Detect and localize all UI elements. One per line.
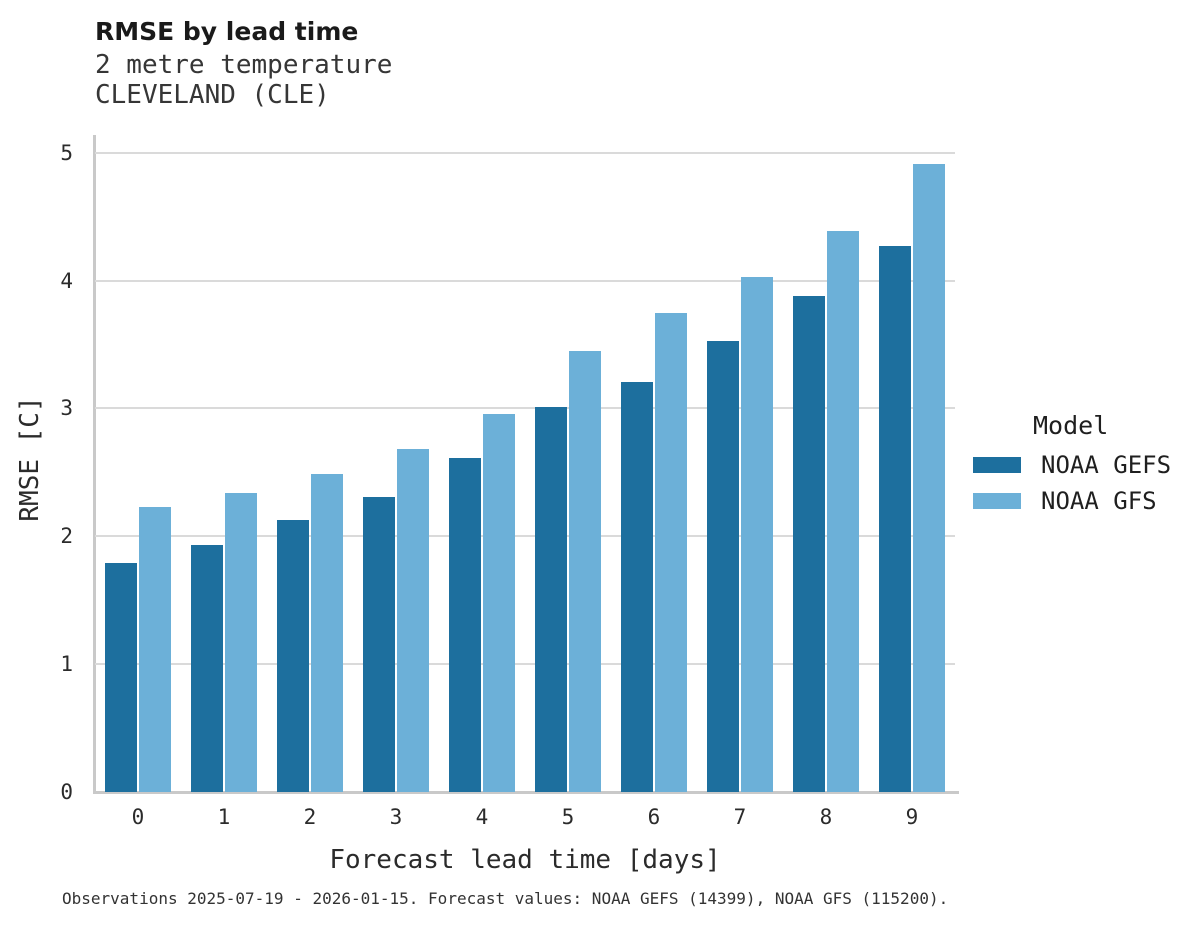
bar-noaa-gfs-day-4 (483, 413, 515, 792)
x-tick-label-7: 7 (733, 805, 747, 829)
legend-item-noaa-gefs: NOAA GEFS (973, 451, 1195, 479)
legend-title: Model (1033, 411, 1109, 440)
bar-noaa-gefs-day-3 (363, 496, 395, 792)
chart-title: RMSE by lead time (95, 17, 359, 46)
x-tick-label-5: 5 (561, 805, 575, 829)
gridline-y-4 (95, 279, 955, 282)
bar-noaa-gfs-day-0 (139, 506, 171, 792)
bar-noaa-gefs-day-9 (879, 246, 911, 792)
x-axis-label: Forecast lead time [days] (329, 845, 721, 875)
gridline-y-1 (95, 663, 955, 666)
bar-noaa-gfs-day-3 (397, 449, 429, 792)
gridline-y-5 (95, 151, 955, 154)
y-tick-label-0: 0 (60, 780, 73, 804)
x-tick-label-9: 9 (905, 805, 919, 829)
bar-noaa-gfs-day-2 (311, 473, 343, 792)
bar-noaa-gfs-day-5 (569, 350, 601, 792)
gridline-y-3 (95, 407, 955, 410)
bar-noaa-gefs-day-5 (535, 407, 567, 792)
x-tick-label-2: 2 (303, 805, 317, 829)
y-tick-label-4: 4 (60, 268, 73, 293)
bar-noaa-gfs-day-9 (913, 164, 945, 792)
bar-noaa-gfs-day-1 (225, 492, 257, 792)
y-tick-label-5: 5 (60, 140, 73, 165)
bar-noaa-gfs-day-8 (827, 230, 859, 792)
legend-item-noaa-gfs: NOAA GFS (973, 487, 1195, 515)
x-tick-label-4: 4 (475, 805, 489, 829)
x-tick-label-3: 3 (389, 805, 403, 829)
bar-noaa-gefs-day-1 (191, 545, 223, 792)
plot-area (95, 140, 955, 792)
bar-noaa-gfs-day-7 (741, 276, 773, 792)
legend-label-noaa-gfs: NOAA GFS (1041, 487, 1157, 515)
x-tick-label-0: 0 (131, 805, 145, 829)
legend: Model NOAA GEFS NOAA GFS (973, 410, 1195, 515)
bar-noaa-gefs-day-6 (621, 381, 653, 792)
bar-noaa-gefs-day-2 (277, 519, 309, 792)
legend-swatch-noaa-gfs (973, 493, 1021, 509)
chart-subtitle-station: CLEVELAND (CLE) (95, 80, 330, 110)
x-tick-label-8: 8 (819, 805, 833, 829)
bar-noaa-gefs-day-0 (105, 563, 137, 792)
bar-noaa-gefs-day-4 (449, 458, 481, 792)
gridline-y-2 (95, 535, 955, 538)
bar-noaa-gfs-day-6 (655, 312, 687, 792)
legend-label-noaa-gefs: NOAA GEFS (1041, 451, 1172, 479)
y-tick-label-1: 1 (60, 652, 73, 677)
legend-swatch-noaa-gefs (973, 457, 1021, 473)
x-axis-line (93, 791, 959, 794)
bar-noaa-gefs-day-7 (707, 340, 739, 792)
x-tick-label-1: 1 (217, 805, 231, 829)
y-tick-label-2: 2 (60, 524, 73, 549)
footer-caption: Observations 2025-07-19 - 2026-01-15. Fo… (62, 889, 949, 908)
y-axis-line (93, 135, 96, 793)
y-tick-label-3: 3 (60, 396, 73, 421)
chart-subtitle-variable: 2 metre temperature (95, 50, 393, 80)
x-tick-label-6: 6 (647, 805, 661, 829)
bar-noaa-gefs-day-8 (793, 295, 825, 792)
